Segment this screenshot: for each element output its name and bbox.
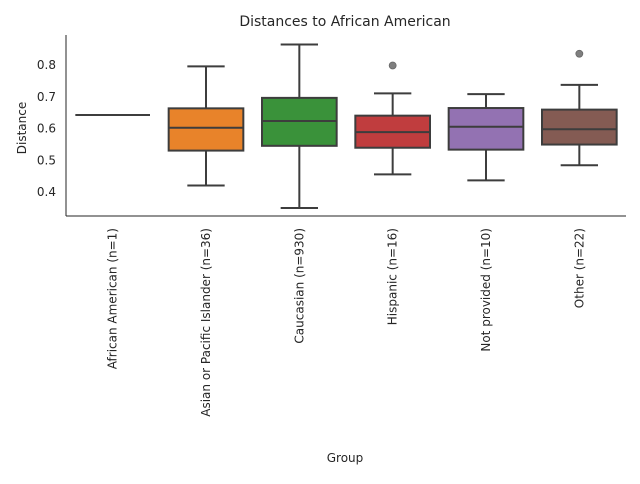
- box-2: [261, 43, 338, 210]
- x-tick-label: Caucasian (n=930): [292, 228, 306, 344]
- y-tick-label: 0.4: [37, 185, 56, 199]
- x-tick-label: Hispanic (n=16): [386, 228, 400, 325]
- x-tick-label: Not provided (n=10): [479, 228, 493, 352]
- iqr-box: [167, 107, 245, 152]
- axes: [65, 35, 626, 217]
- y-ticks: 0.4 0.5 0.6 0.7 0.8: [37, 58, 56, 199]
- x-axis-label: Group: [327, 451, 364, 465]
- x-tick-label: Other (n=22): [572, 228, 586, 308]
- y-tick-label: 0.6: [37, 122, 56, 136]
- box-1: [167, 65, 245, 187]
- y-tick-label: 0.7: [37, 90, 56, 104]
- y-tick-label: 0.8: [37, 58, 56, 72]
- boxes: [75, 43, 618, 210]
- outlier-point: [575, 49, 584, 58]
- y-tick-label: 0.5: [37, 153, 56, 167]
- box-4: [447, 93, 525, 182]
- x-tick-label: African American (n=1): [106, 228, 120, 369]
- box-3: [354, 61, 432, 176]
- outlier-point: [388, 61, 397, 70]
- iqr-box: [541, 108, 618, 146]
- chart-title: Distances to African American: [239, 14, 450, 30]
- iqr-box: [447, 107, 525, 151]
- x-ticks: African American (n=1) Asian or Pacific I…: [106, 228, 587, 417]
- box-5: [541, 49, 618, 167]
- x-tick-label: Asian or Pacific Islander (n=36): [199, 228, 213, 417]
- y-axis-label: Distance: [15, 102, 29, 154]
